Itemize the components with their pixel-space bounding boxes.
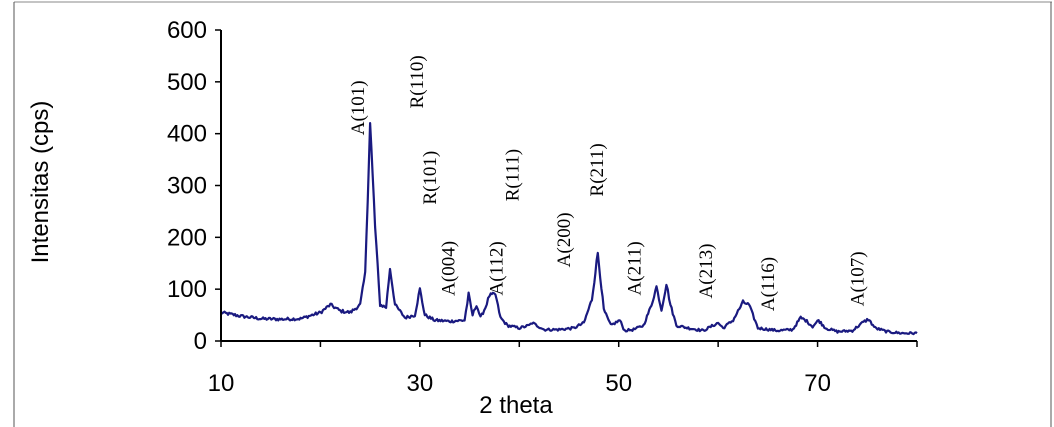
peak-label: A(112): [486, 241, 507, 295]
peak-label: A(116): [758, 257, 779, 311]
peak-label: R(111): [502, 149, 523, 201]
y-tick-label: 500: [167, 69, 207, 96]
peak-annotations: A(101) R(110) R(101) A(004) A(112) R(111) A(20…: [348, 55, 868, 311]
peak-label: A(211): [625, 241, 646, 295]
axes: [220, 30, 917, 342]
y-tick-label: 200: [167, 224, 207, 251]
x-axis-title: 2 theta: [479, 392, 553, 419]
y-axis-ticks: 0 100 200 300 400 500 600: [167, 17, 221, 355]
peak-label: A(200): [554, 212, 575, 267]
peak-label: A(004): [439, 241, 460, 296]
peak-label: A(213): [696, 244, 717, 299]
x-tick-label: 10: [208, 370, 235, 397]
x-tick-label: 50: [605, 370, 632, 397]
peak-label: R(101): [420, 151, 441, 205]
peak-label: A(101): [348, 80, 369, 135]
x-tick-label: 30: [407, 370, 434, 397]
y-axis-title: Intensitas (cps): [27, 101, 54, 264]
peak-label: R(211): [587, 143, 608, 196]
y-tick-label: 100: [167, 276, 207, 303]
y-tick-label: 600: [167, 17, 207, 44]
series-layer: [220, 121, 918, 336]
peak-label: A(107): [847, 251, 868, 306]
peak-label: R(110): [407, 55, 428, 108]
x-tick-label: 70: [804, 370, 831, 397]
y-tick-label: 300: [167, 173, 207, 200]
xrd-series-line: [220, 121, 918, 336]
y-tick-label: 0: [194, 328, 207, 355]
y-tick-label: 400: [167, 121, 207, 148]
x-axis-ticks: 10 30 50 70: [208, 341, 918, 397]
